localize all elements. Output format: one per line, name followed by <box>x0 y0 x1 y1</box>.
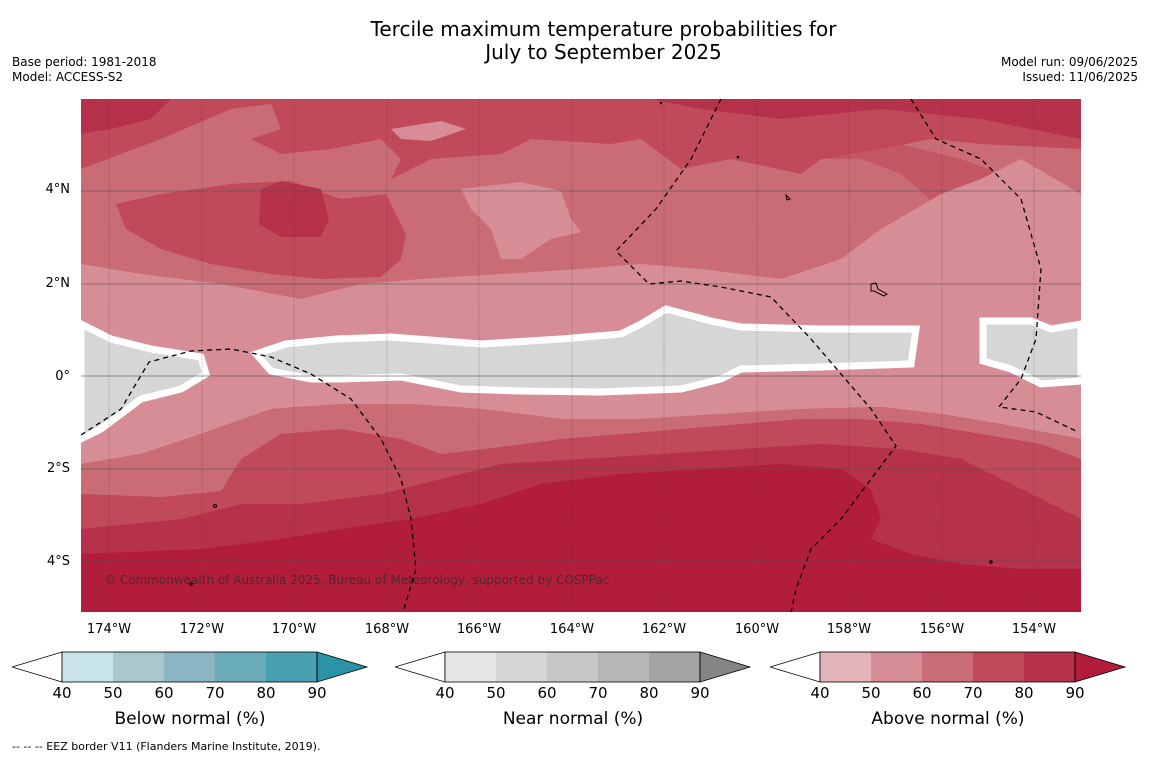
cb-near-tick-90: 90 <box>690 684 710 702</box>
model-name: Model: ACCESS-S2 <box>12 70 124 84</box>
lon-label-172w: 172°W <box>179 622 225 637</box>
probability-map <box>81 99 1081 612</box>
region-50-60-equatorial <box>81 159 1081 464</box>
cb-near-tick-50: 50 <box>486 684 506 702</box>
lat-label-0: 0° <box>55 369 70 384</box>
copyright-text: © Commonwealth of Australia 2025, Bureau… <box>104 573 610 587</box>
colorbar-arrow-high <box>699 651 752 683</box>
region-50-60-small <box>391 121 466 141</box>
title-line-1: Tercile maximum temperature probabilitie… <box>370 17 837 41</box>
cb-above-tick-70: 70 <box>963 684 983 702</box>
colorbar-below-normal: 40 50 60 70 80 90 Below normal (%) <box>10 650 372 729</box>
region-top-left <box>81 99 171 134</box>
base-period: Base period: 1981-2018 <box>12 55 157 69</box>
colorbar-swatch <box>445 652 496 682</box>
lon-label-164w: 164°W <box>549 622 595 637</box>
colorbar-swatch <box>62 652 113 682</box>
lon-label-166w: 166°W <box>456 622 502 637</box>
colorbar-swatch <box>496 652 547 682</box>
cb-below-tick-40: 40 <box>52 684 72 702</box>
lon-label-160w: 160°W <box>734 622 780 637</box>
cb-near-tick-80: 80 <box>639 684 659 702</box>
lat-label-2n: 2°N <box>45 276 71 291</box>
cb-above-tick-90: 90 <box>1065 684 1085 702</box>
colorbar-near-normal: 40 50 60 70 80 90 Near normal (%) <box>393 650 755 729</box>
colorbar-swatch <box>649 652 700 682</box>
eez-borders <box>81 99 1077 612</box>
colorbar-swatch <box>215 652 266 682</box>
colorbar-above-normal: 40 50 60 70 80 90 Above normal (%) <box>768 650 1130 729</box>
near-normal-central <box>249 305 921 396</box>
cb-below-tick-80: 80 <box>256 684 276 702</box>
lon-label-168w: 168°W <box>364 622 410 637</box>
cb-above-tick-80: 80 <box>1014 684 1034 702</box>
colorbar-swatch <box>547 652 598 682</box>
lon-label-154w: 154°W <box>1011 622 1057 637</box>
lon-label-162w: 162°W <box>641 622 687 637</box>
region-90-plus-south <box>81 464 1081 612</box>
colorbar-arrow-low <box>768 651 821 683</box>
lon-label-170w: 170°W <box>271 622 317 637</box>
islands <box>189 101 993 586</box>
cb-above-label: Above normal (%) <box>871 709 1025 729</box>
colorbar-swatch <box>973 652 1024 682</box>
lat-lines <box>81 190 1081 562</box>
lon-label-174w: 174°W <box>86 622 132 637</box>
colorbar-swatch <box>820 652 871 682</box>
lat-label-4s: 4°S <box>46 554 70 569</box>
lon-label-158w: 158°W <box>826 622 872 637</box>
gridlines <box>108 99 1035 612</box>
colorbar-frame <box>61 651 318 683</box>
colorbar-above-swatches <box>768 651 1127 683</box>
colorbar-swatch <box>871 652 922 682</box>
cb-near-tick-70: 70 <box>588 684 608 702</box>
colorbar-arrow-low <box>393 651 446 683</box>
title-line-2: July to September 2025 <box>485 40 722 64</box>
region-top-right <box>651 99 1081 139</box>
colorbar-swatch <box>922 652 973 682</box>
colorbar-arrow-high <box>1074 651 1127 683</box>
cb-above-tick-50: 50 <box>861 684 881 702</box>
eez-footnote: -- -- -- EEZ border V11 (Flanders Marine… <box>12 740 321 753</box>
lat-label-4n: 4°N <box>45 182 71 197</box>
colorbar-frame <box>819 651 1076 683</box>
cb-below-tick-90: 90 <box>307 684 327 702</box>
colorbar-swatch <box>113 652 164 682</box>
colorbar-arrow-low <box>10 651 63 683</box>
region-70-80-west <box>116 181 406 279</box>
colorbar-frame <box>444 651 701 683</box>
meta-right: Model run: 09/06/2025 Issued: 11/06/2025 <box>1001 55 1138 85</box>
colorbar-below-swatches <box>10 651 369 683</box>
cb-above-tick-60: 60 <box>912 684 932 702</box>
cb-below-tick-50: 50 <box>103 684 123 702</box>
meta-left: Base period: 1981-2018 Model: ACCESS-S2 <box>12 55 157 85</box>
lat-label-2s: 2°S <box>46 461 70 476</box>
region-50-60-center <box>461 182 581 259</box>
colorbar-swatch <box>598 652 649 682</box>
cb-below-tick-60: 60 <box>154 684 174 702</box>
cb-near-label: Near normal (%) <box>502 709 644 729</box>
lon-label-156w: 156°W <box>919 622 965 637</box>
model-run-date: Model run: 09/06/2025 <box>1000 55 1138 69</box>
colorbar-swatch <box>1024 652 1075 682</box>
issued-date: Issued: 11/06/2025 <box>1022 70 1138 84</box>
cb-near-tick-60: 60 <box>537 684 557 702</box>
colorbar-near-swatches <box>393 651 752 683</box>
colorbar-swatch <box>164 652 215 682</box>
cb-above-tick-40: 40 <box>810 684 830 702</box>
near-normal-west <box>81 320 211 443</box>
cb-below-label: Below normal (%) <box>114 709 266 729</box>
map-svg <box>81 99 1081 612</box>
colorbar-swatch <box>266 652 317 682</box>
chart-title: Tercile maximum temperature probabilitie… <box>0 18 1150 64</box>
colorbar-arrow-high <box>316 651 369 683</box>
cb-below-tick-70: 70 <box>205 684 225 702</box>
cb-near-tick-40: 40 <box>435 684 455 702</box>
